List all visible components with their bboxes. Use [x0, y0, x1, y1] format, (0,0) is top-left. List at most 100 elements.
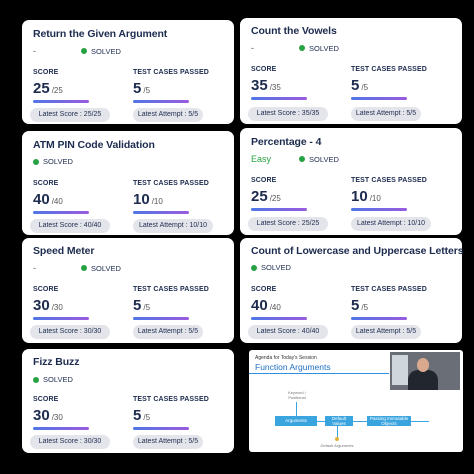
lecture-video-thumbnail[interactable]: Agenda for Today's Session Function Argu… — [249, 350, 463, 452]
score-value: 30 — [33, 407, 50, 424]
solved-dot-icon — [81, 265, 87, 271]
latest-score-pill: Latest Score : 30/30 — [30, 325, 110, 339]
presenter-video-icon — [390, 352, 460, 390]
diagram-connector — [296, 402, 297, 416]
card-title: Percentage - 4 — [251, 136, 322, 148]
problem-card[interactable]: Speed Meter - SOLVED SCORE 30/30 TEST CA… — [22, 238, 234, 343]
score-label: SCORE — [251, 177, 277, 184]
status-badge: SOLVED — [43, 375, 73, 384]
score-max: /40 — [269, 303, 281, 312]
tests-label: TEST CASES PASSED — [133, 180, 209, 187]
node-passing: Passing Immutable Objects — [367, 416, 411, 426]
score-progress-bar — [251, 317, 307, 320]
score-value: 30 — [33, 297, 50, 314]
score-progress-bar — [33, 211, 89, 214]
card-status-row: - SOLVED — [33, 46, 121, 56]
latest-attempt-pill: Latest Attempt : 5/5 — [351, 325, 421, 339]
latest-attempt-pill: Latest Attempt : 5/5 — [133, 435, 203, 449]
problem-card[interactable]: Count the Vowels - SOLVED SCORE 35/35 TE… — [240, 18, 462, 124]
score-max: /30 — [51, 413, 63, 422]
latest-attempt-pill: Latest Attempt : 5/5 — [351, 107, 421, 121]
tests-progress-bar — [351, 208, 407, 211]
status-badge: SOLVED — [91, 263, 121, 273]
slide-title-underline — [249, 373, 389, 374]
card-title: Count of Lowercase and Uppercase Letters — [251, 245, 464, 257]
score-label: SCORE — [33, 286, 59, 293]
score-column: SCORE 40/40 — [33, 180, 133, 214]
difficulty: - — [251, 43, 254, 53]
video-agenda-text: Agenda for Today's Session — [255, 355, 317, 361]
score-max: /30 — [51, 303, 63, 312]
problem-card[interactable]: Fizz Buzz SOLVED SCORE 30/30 TEST CASES … — [22, 349, 234, 453]
solved-dot-icon — [251, 264, 257, 271]
score-label: SCORE — [33, 396, 59, 403]
score-progress-bar — [33, 100, 89, 103]
score-label: SCORE — [33, 180, 59, 187]
score-value: 25 — [251, 188, 268, 205]
score-label: SCORE — [251, 66, 277, 73]
tests-progress-bar — [133, 427, 189, 430]
node-keyword: Keyword / Positional — [288, 390, 306, 400]
latest-attempt-pill: Latest Attempt : 5/5 — [133, 325, 203, 339]
tests-value: 5 — [133, 407, 142, 424]
solved-dot-icon — [299, 45, 305, 51]
status-badge: SOLVED — [43, 157, 73, 166]
tests-progress-bar — [133, 211, 189, 214]
score-max: /25 — [51, 86, 63, 95]
score-progress-bar — [33, 427, 89, 430]
solved-dot-icon — [299, 156, 305, 162]
tests-max: /5 — [143, 413, 151, 422]
difficulty: - — [33, 46, 36, 56]
card-status-row: - SOLVED — [251, 43, 339, 53]
tests-max: /5 — [143, 86, 151, 95]
tests-max: /10 — [369, 194, 381, 203]
latest-attempt-pill: Latest Attempt : 5/5 — [133, 108, 203, 122]
tests-label: TEST CASES PASSED — [351, 177, 427, 184]
latest-score-pill: Latest Score : 25/25 — [248, 217, 328, 231]
solved-dot-icon — [33, 376, 39, 383]
tests-column: TEST CASES PASSED 5/5 — [133, 69, 233, 103]
tests-value: 5 — [351, 77, 360, 94]
tests-value: 10 — [351, 188, 368, 205]
card-title: ATM PIN Code Validation — [33, 139, 155, 151]
solved-dot-icon — [81, 48, 87, 54]
presenter-head — [417, 358, 429, 372]
problem-card[interactable]: Percentage - 4 Easy SOLVED SCORE 25/25 T… — [240, 128, 462, 235]
latest-score-pill: Latest Score : 40/40 — [248, 325, 328, 339]
diagram-connector — [337, 426, 338, 438]
score-column: SCORE 30/30 — [33, 396, 133, 430]
score-max: /35 — [269, 83, 281, 92]
latest-attempt-pill: Latest Attempt : 10/10 — [133, 219, 213, 233]
score-column: SCORE 30/30 — [33, 286, 133, 320]
diagram-node-dot — [335, 437, 339, 441]
difficulty: Easy — [251, 154, 272, 164]
solved-dot-icon — [33, 158, 39, 165]
node-arguments: Arguments — [275, 416, 317, 426]
status-badge: SOLVED — [309, 154, 339, 164]
tests-label: TEST CASES PASSED — [351, 286, 427, 293]
problem-card[interactable]: Count of Lowercase and Uppercase Letters… — [240, 238, 464, 343]
card-title: Count the Vowels — [251, 25, 337, 37]
card-status-row: Easy SOLVED — [251, 154, 339, 164]
score-progress-bar — [251, 97, 307, 100]
tests-column: TEST CASES PASSED 5/5 — [351, 66, 451, 100]
tests-progress-bar — [133, 317, 189, 320]
tests-label: TEST CASES PASSED — [133, 286, 209, 293]
score-column: SCORE 40/40 — [251, 286, 351, 320]
tests-value: 5 — [133, 80, 142, 97]
card-title: Speed Meter — [33, 245, 95, 257]
tests-progress-bar — [351, 317, 407, 320]
score-max: /40 — [51, 197, 63, 206]
latest-score-pill: Latest Score : 40/40 — [30, 219, 110, 233]
score-value: 40 — [251, 297, 268, 314]
window-background — [392, 355, 408, 385]
problem-card[interactable]: Return the Given Argument - SOLVED SCORE… — [22, 20, 234, 124]
card-title: Fizz Buzz — [33, 356, 80, 368]
card-status-row: - SOLVED — [33, 263, 121, 273]
problem-card[interactable]: ATM PIN Code Validation SOLVED SCORE 40/… — [22, 131, 234, 235]
tests-max: /10 — [151, 197, 163, 206]
tests-max: /5 — [361, 83, 369, 92]
tests-max: /5 — [143, 303, 151, 312]
node-default-values: Default Values — [325, 416, 353, 426]
node-default-arguments: Default Arguments — [320, 443, 354, 448]
